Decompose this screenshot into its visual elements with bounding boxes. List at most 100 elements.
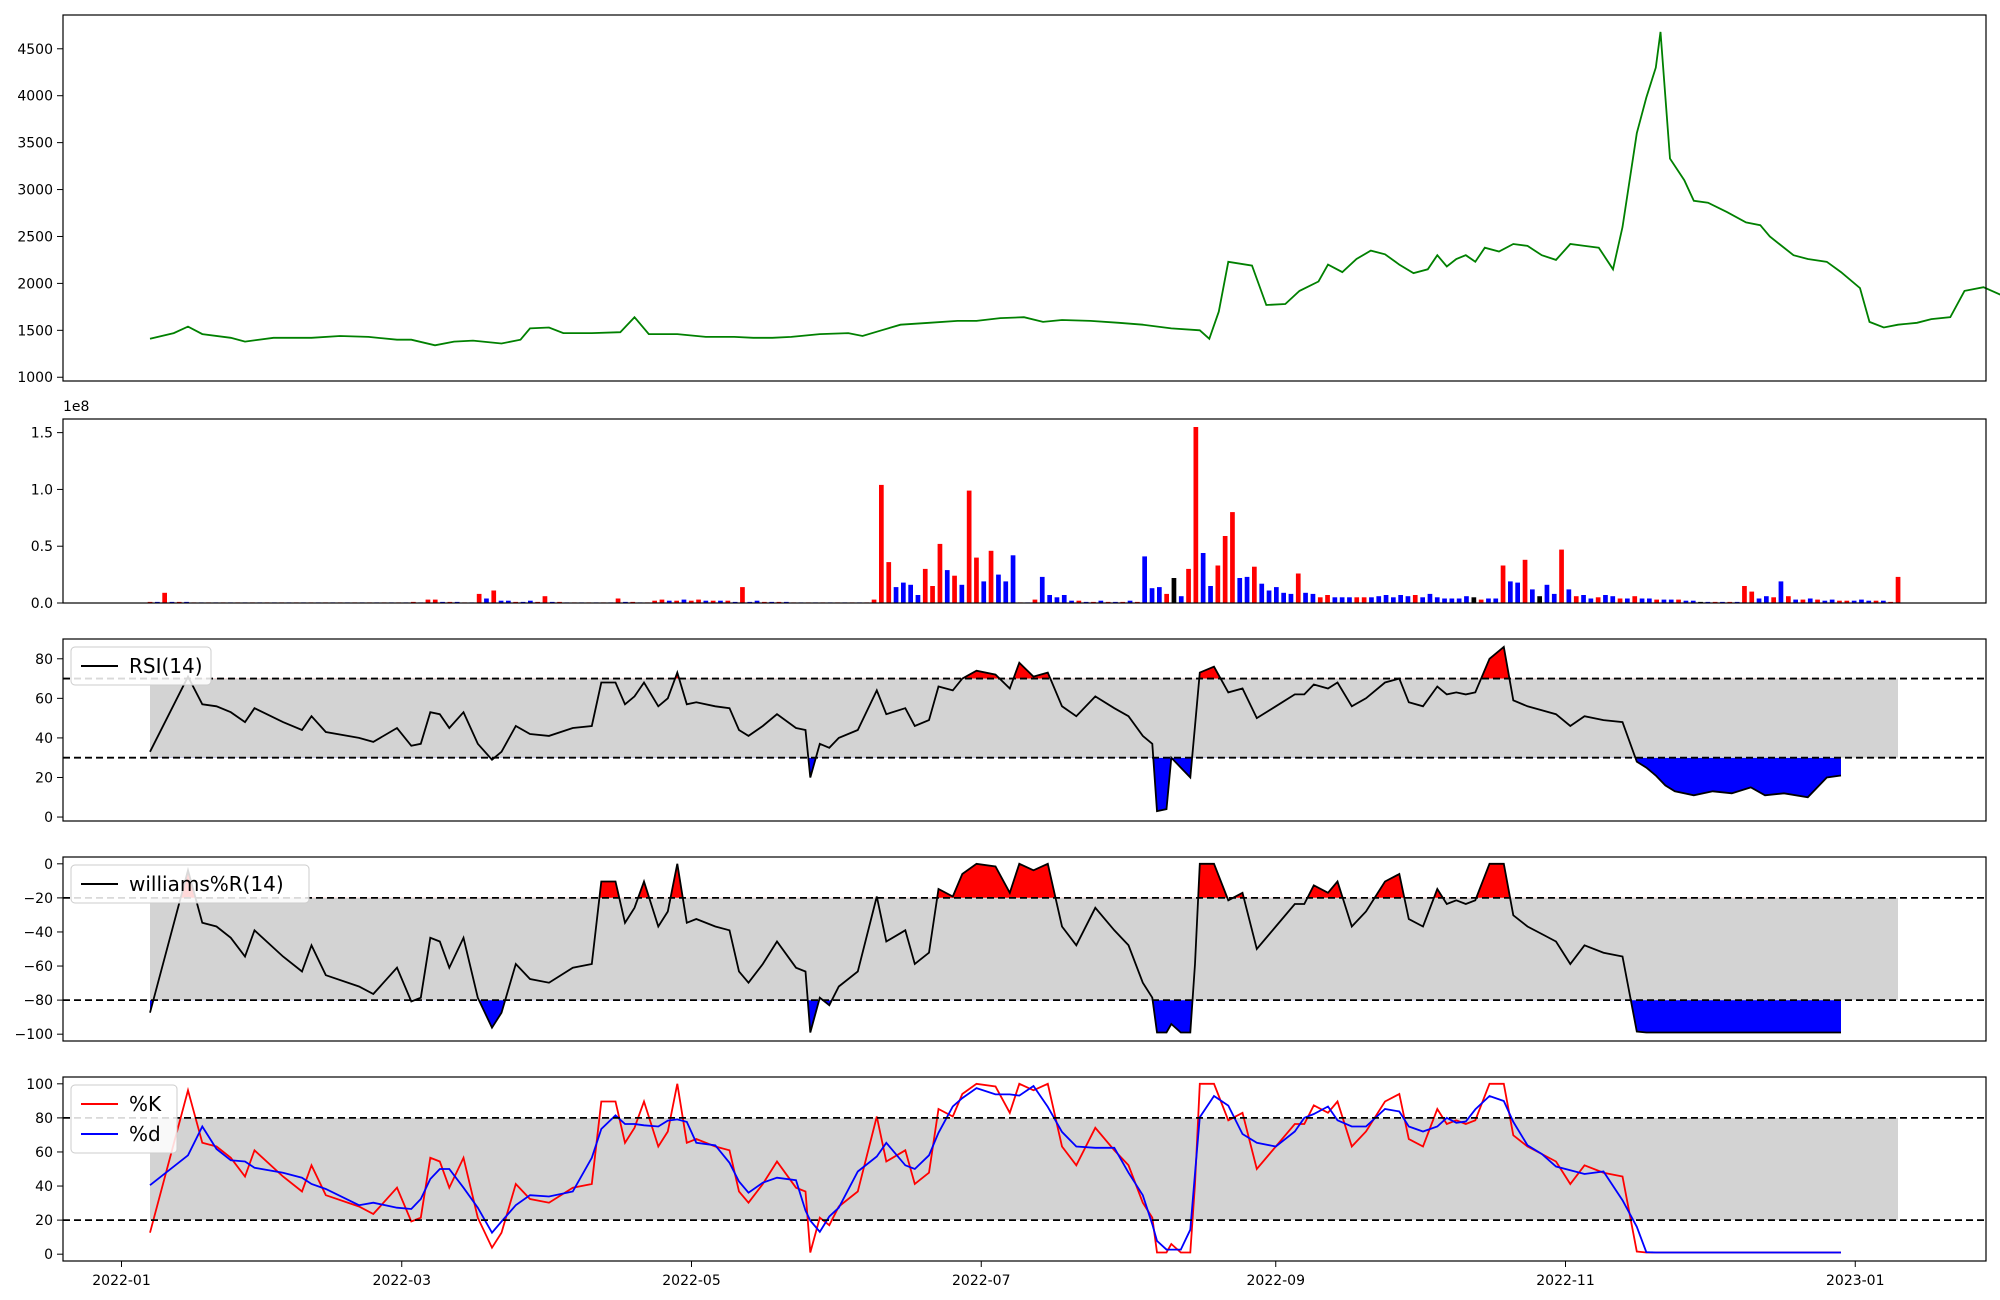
price-line <box>149 31 2000 347</box>
volume-bar <box>1208 586 1213 603</box>
volume-bar <box>1749 591 1755 603</box>
volume-bar <box>1595 597 1601 603</box>
volume-bar <box>1339 597 1345 603</box>
volume-bar <box>1230 512 1235 603</box>
volume-bar <box>1325 595 1330 603</box>
y-tick-label: −100 <box>15 1027 53 1043</box>
volume-bar <box>959 584 965 603</box>
band-fill <box>150 897 1898 1001</box>
volume-bar <box>1244 576 1250 603</box>
overbought-fill <box>150 646 1841 679</box>
stochastic-panel: 0 20 40 60 80 100 %K %d <box>26 1076 1987 1263</box>
volume-bar <box>1464 596 1469 603</box>
volume-bar <box>996 574 1001 603</box>
volume-bar <box>1551 593 1557 603</box>
volume-bar <box>476 593 482 603</box>
volume-bar <box>1354 597 1360 603</box>
volume-bar <box>1486 598 1491 603</box>
volume-bar <box>1851 600 1857 603</box>
y-tick-label: 0 <box>44 857 53 873</box>
volume-bar <box>1193 427 1199 603</box>
volume-bar <box>1632 596 1638 603</box>
y-tick-label: 0.0 <box>31 596 53 612</box>
volume-bar <box>1281 592 1286 603</box>
volume-bar <box>1047 595 1052 603</box>
volume-bar <box>1361 597 1367 603</box>
volume-bar <box>1500 565 1506 603</box>
volume-bar <box>681 599 687 603</box>
volume-bar <box>1288 593 1294 603</box>
y-tick-label: 0 <box>44 810 53 826</box>
plot-frame <box>62 638 1987 822</box>
volume-bar <box>1427 593 1433 603</box>
volume-bar <box>1873 600 1879 603</box>
volume-bar <box>1676 599 1681 603</box>
volume-bar <box>491 590 497 603</box>
y-tick-label: 80 <box>35 652 53 668</box>
volume-bar <box>1061 595 1067 603</box>
volume-bar <box>1332 597 1338 603</box>
volume-bar <box>1895 576 1901 603</box>
volume-bar <box>484 598 489 603</box>
y-tick-label: 80 <box>35 1111 53 1127</box>
volume-bar <box>1391 597 1396 603</box>
volume-bar <box>1076 600 1082 603</box>
x-tick-label: 2022-01 <box>92 1273 151 1289</box>
volume-bar <box>754 600 760 603</box>
volume-bar <box>1742 586 1747 603</box>
band-fill <box>150 1117 1898 1221</box>
y-tick-label: 2000 <box>17 276 53 292</box>
volume-bar <box>1508 581 1513 603</box>
volume-bar <box>1127 600 1133 603</box>
volume-bar <box>1559 549 1564 603</box>
volume-bar <box>1661 599 1667 603</box>
volume-panel: 0.0 0.5 1.0 1.5 1e8 <box>31 399 1987 612</box>
volume-bar <box>1530 589 1535 603</box>
volume-bar <box>908 584 913 603</box>
volume-bar <box>1259 583 1265 603</box>
volume-bar <box>1625 598 1630 603</box>
volume-bar <box>1617 598 1623 603</box>
volume-bar <box>1829 599 1835 603</box>
legend-box <box>70 646 212 686</box>
y-tick-label: −80 <box>23 993 53 1009</box>
volume-bar <box>1764 596 1769 603</box>
volume-bar <box>1478 599 1484 603</box>
volume-bar <box>1881 600 1886 603</box>
volume-bar <box>725 600 731 603</box>
volume-bar <box>1186 568 1191 603</box>
volume-bar <box>688 600 694 603</box>
oversold-fill <box>150 1000 1841 1033</box>
volume-bar <box>974 557 979 603</box>
volume-bar <box>1822 600 1828 603</box>
volume-bar <box>1434 597 1440 603</box>
volume-bar <box>1581 595 1586 603</box>
volume-bar <box>1098 600 1104 603</box>
volume-bar <box>1310 593 1316 603</box>
volume-bar <box>1420 597 1425 603</box>
volume-bar <box>1376 596 1382 603</box>
legend-label: %K <box>129 1092 162 1116</box>
volume-bar <box>952 575 957 603</box>
volume-bar <box>1237 578 1243 603</box>
volume-bar <box>696 599 701 603</box>
volume-bar <box>1303 592 1308 603</box>
volume-bar <box>1039 576 1045 603</box>
volume-bar <box>718 600 723 603</box>
volume-bar <box>703 600 709 603</box>
volume-bar <box>1844 600 1850 603</box>
y-tick-label: 0 <box>44 1247 53 1263</box>
volume-bar <box>1069 600 1074 603</box>
y-tick-label: 2500 <box>17 229 53 245</box>
volume-bar <box>1157 587 1162 603</box>
volume-bar <box>1610 596 1616 603</box>
volume-bar <box>162 592 167 603</box>
volume-bar <box>1683 600 1689 603</box>
volume-bar <box>432 599 438 603</box>
volume-bar <box>659 599 665 603</box>
volume-offset-label: 1e8 <box>63 399 89 415</box>
williams-panel: −100 −80 −60 −40 −20 0 williams%R(14) <box>15 856 1987 1043</box>
volume-bar <box>1222 536 1228 603</box>
volume-bar <box>1032 599 1038 603</box>
y-tick-label: 1000 <box>17 370 53 386</box>
